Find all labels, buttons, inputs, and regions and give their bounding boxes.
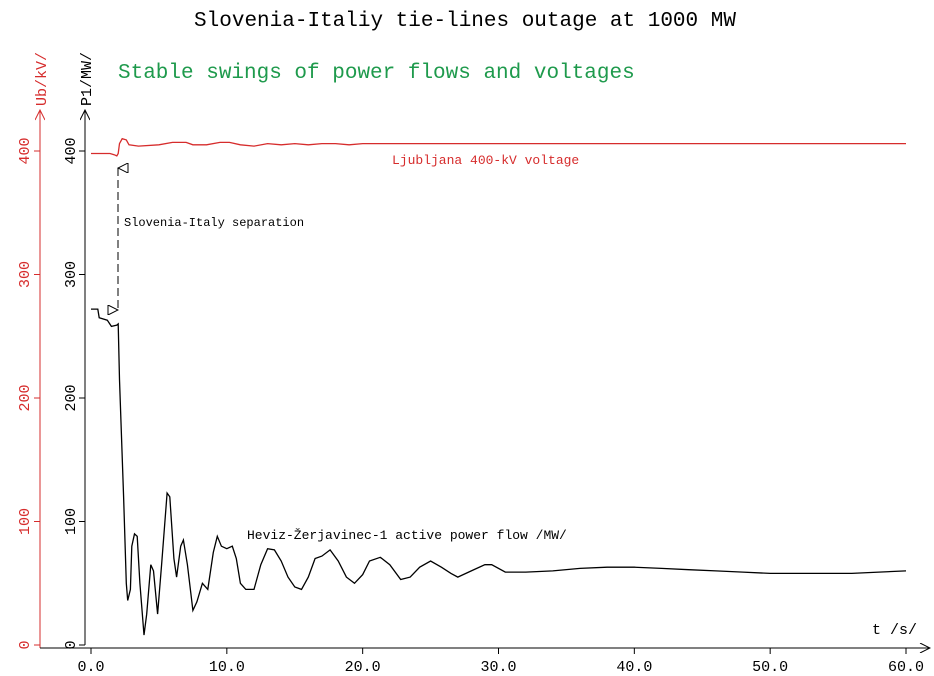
x-axis-label: t /s/: [872, 622, 917, 639]
series-line: [91, 308, 907, 636]
x-tick-label: 0.0: [77, 659, 104, 676]
x-tick-label: 50.0: [752, 659, 788, 676]
y2-axis-label: Ub/kV/: [34, 52, 51, 106]
series-line: [91, 137, 906, 157]
x-tick-label: 60.0: [888, 659, 924, 676]
chart-subtitle: Stable swings of power flows and voltage…: [118, 62, 635, 85]
y2-tick-label: 400: [17, 137, 34, 164]
y-tick-label: 200: [63, 384, 80, 411]
y2-tick-label: 200: [17, 384, 34, 411]
x-tick-label: 30.0: [480, 659, 516, 676]
y-axis-label: P1/MW/: [79, 52, 96, 106]
annotation: Ljubljana 400-kV voltage: [392, 153, 579, 168]
y-tick-label: 400: [63, 137, 80, 164]
y2-tick-label: 300: [17, 261, 34, 288]
y2-tick-label: 100: [17, 508, 34, 535]
annotation: Slovenia-Italy separation: [124, 216, 304, 230]
y-tick-label: 300: [63, 261, 80, 288]
x-tick-label: 20.0: [345, 659, 381, 676]
annotation: Heviz-Žerjavinec-1 active power flow /MW…: [247, 528, 567, 543]
y2-tick-label: 0: [17, 640, 34, 649]
y-tick-label: 100: [63, 508, 80, 535]
y-tick-label: 0: [63, 640, 80, 649]
chart-title: Slovenia-Italiy tie-lines outage at 1000…: [194, 10, 736, 33]
x-tick-label: 10.0: [209, 659, 245, 676]
x-tick-label: 40.0: [616, 659, 652, 676]
